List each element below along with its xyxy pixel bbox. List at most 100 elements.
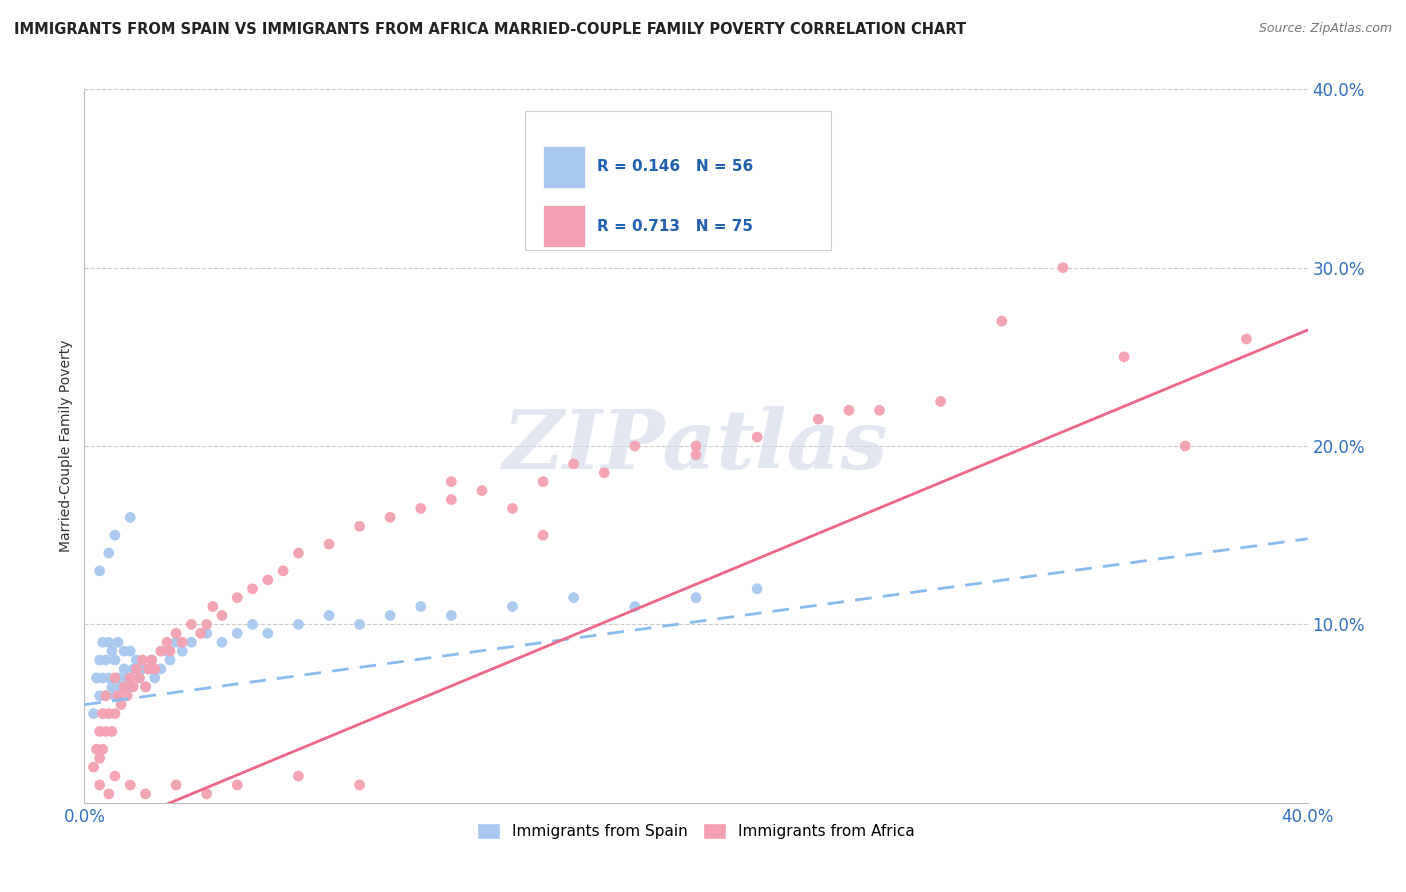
Point	[89, 653, 111, 667]
Point	[97, 787, 120, 801]
Point	[143, 662, 166, 676]
Point	[349, 778, 371, 792]
Point	[120, 680, 142, 694]
Point	[226, 778, 249, 792]
Point	[141, 653, 163, 667]
Point	[91, 742, 114, 756]
Point	[107, 689, 129, 703]
Point	[131, 662, 153, 676]
Point	[125, 662, 148, 676]
Point	[112, 662, 135, 676]
Point	[138, 662, 160, 676]
FancyBboxPatch shape	[543, 205, 585, 247]
Point	[165, 626, 187, 640]
Point	[97, 706, 120, 721]
Point	[242, 582, 264, 596]
Point	[471, 483, 494, 498]
Point	[149, 662, 172, 676]
Point	[271, 564, 294, 578]
Point	[838, 403, 860, 417]
Point	[104, 689, 127, 703]
Point	[83, 760, 105, 774]
Point	[125, 653, 148, 667]
Point	[991, 314, 1014, 328]
Point	[97, 546, 120, 560]
Point	[349, 617, 371, 632]
Point	[502, 501, 524, 516]
Point	[593, 466, 616, 480]
Point	[531, 475, 554, 489]
Point	[159, 653, 181, 667]
Point	[89, 724, 111, 739]
Point	[440, 492, 463, 507]
Point	[257, 626, 280, 640]
FancyBboxPatch shape	[543, 146, 585, 188]
Point	[128, 671, 150, 685]
Point	[101, 680, 124, 694]
Point	[128, 671, 150, 685]
Point	[287, 769, 309, 783]
Point	[104, 706, 127, 721]
Point	[143, 671, 166, 685]
Point	[349, 519, 371, 533]
Point	[107, 671, 129, 685]
Text: Source: ZipAtlas.com: Source: ZipAtlas.com	[1258, 22, 1392, 36]
Point	[180, 617, 202, 632]
Point	[122, 680, 145, 694]
Legend: Immigrants from Spain, Immigrants from Africa: Immigrants from Spain, Immigrants from A…	[471, 817, 921, 845]
Point	[91, 671, 114, 685]
Point	[94, 689, 117, 703]
Point	[104, 671, 127, 685]
Point	[97, 671, 120, 685]
Point	[380, 510, 402, 524]
Point	[120, 671, 142, 685]
Point	[165, 778, 187, 792]
Point	[1174, 439, 1197, 453]
Point	[1114, 350, 1136, 364]
Point	[115, 689, 138, 703]
Point	[156, 644, 179, 658]
Point	[226, 626, 249, 640]
Point	[115, 671, 138, 685]
Point	[287, 617, 309, 632]
Point	[531, 528, 554, 542]
Point	[1052, 260, 1074, 275]
Point	[195, 787, 218, 801]
Point	[86, 742, 108, 756]
Point	[120, 644, 142, 658]
Point	[318, 608, 340, 623]
Point	[747, 430, 769, 444]
Point	[135, 787, 157, 801]
Point	[685, 448, 707, 462]
Point	[409, 599, 432, 614]
Point	[165, 635, 187, 649]
Point	[94, 689, 117, 703]
Point	[201, 599, 224, 614]
Point	[94, 653, 117, 667]
Point	[120, 778, 142, 792]
Point	[135, 680, 157, 694]
Point	[440, 475, 463, 489]
Point	[226, 591, 249, 605]
Point	[172, 644, 194, 658]
Point	[180, 635, 202, 649]
Text: R = 0.146   N = 56: R = 0.146 N = 56	[598, 160, 754, 175]
Point	[929, 394, 952, 409]
FancyBboxPatch shape	[524, 111, 831, 250]
Point	[562, 591, 585, 605]
Point	[135, 680, 157, 694]
Text: R = 0.713   N = 75: R = 0.713 N = 75	[598, 219, 752, 234]
Point	[91, 635, 114, 649]
Point	[380, 608, 402, 623]
Point	[502, 599, 524, 614]
Point	[104, 653, 127, 667]
Point	[869, 403, 891, 417]
Point	[257, 573, 280, 587]
Point	[287, 546, 309, 560]
Point	[101, 644, 124, 658]
Point	[318, 537, 340, 551]
Point	[211, 635, 233, 649]
Point	[149, 644, 172, 658]
Point	[138, 662, 160, 676]
Point	[122, 662, 145, 676]
